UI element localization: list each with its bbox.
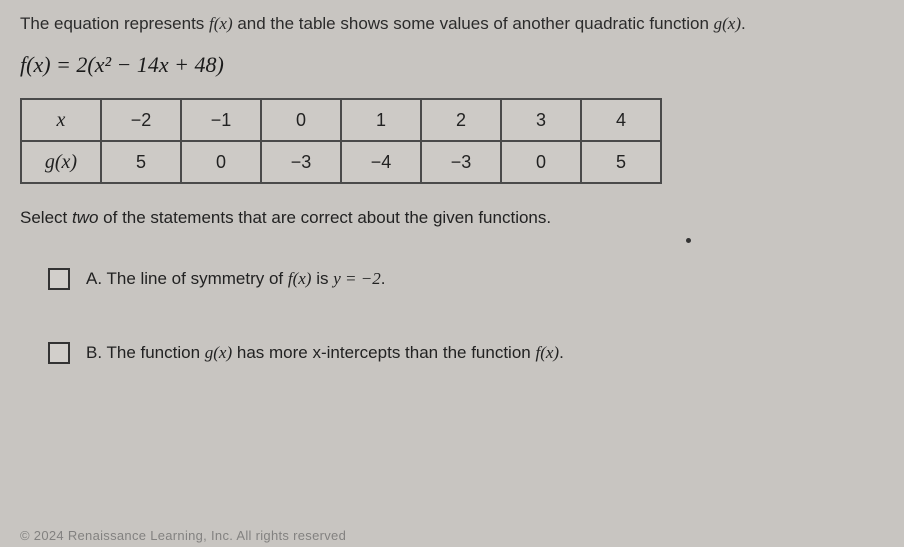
checkbox-a[interactable] (48, 268, 70, 290)
question-container: The equation represents f(x) and the tab… (0, 0, 904, 364)
intro-fx: f(x) (209, 14, 233, 33)
opt-b-p2: has more x-intercepts than the function (232, 343, 535, 362)
opt-a-eq: y = −2 (333, 269, 381, 288)
table-cell: 0 (261, 99, 341, 141)
table-cell: 0 (501, 141, 581, 183)
instr-ital: two (72, 208, 98, 227)
instr-part1: Select (20, 208, 72, 227)
table-cell: 0 (181, 141, 261, 183)
table-cell: 4 (581, 99, 661, 141)
row-label-gx: g(x) (21, 141, 101, 183)
table-row: g(x) 5 0 −3 −4 −3 0 5 (21, 141, 661, 183)
table-cell: −2 (101, 99, 181, 141)
table-cell: −1 (181, 99, 261, 141)
opt-b-fx: f(x) (535, 343, 559, 362)
table-cell: 5 (101, 141, 181, 183)
table-cell: 2 (421, 99, 501, 141)
copyright-footer: © 2024 Renaissance Learning, Inc. All ri… (20, 528, 346, 543)
dot-mark (686, 238, 691, 243)
opt-a-fx: f(x) (288, 269, 312, 288)
equation: f(x) = 2(x² − 14x + 48) (20, 52, 884, 78)
checkbox-b[interactable] (48, 342, 70, 364)
intro-gx: g(x) (714, 14, 741, 33)
table-cell: 5 (581, 141, 661, 183)
opt-b-letter: B. (86, 343, 102, 362)
opt-a-p3: . (381, 269, 386, 288)
table-row: x −2 −1 0 1 2 3 4 (21, 99, 661, 141)
option-a-text: A. The line of symmetry of f(x) is y = −… (86, 269, 385, 289)
table-cell: 1 (341, 99, 421, 141)
opt-b-p1: The function (102, 343, 205, 362)
table-cell: −4 (341, 141, 421, 183)
table-cell: 3 (501, 99, 581, 141)
option-b-text: B. The function g(x) has more x-intercep… (86, 343, 564, 363)
table-cell: −3 (421, 141, 501, 183)
opt-a-p1: The line of symmetry of (102, 269, 288, 288)
opt-b-p3: . (559, 343, 564, 362)
option-b-row[interactable]: B. The function g(x) has more x-intercep… (20, 342, 884, 364)
opt-a-p2: is (311, 269, 333, 288)
intro-part1: The equation represents (20, 14, 209, 33)
intro-text: The equation represents f(x) and the tab… (20, 14, 884, 34)
instruction-text: Select two of the statements that are co… (20, 208, 884, 228)
intro-part2: and the table shows some values of anoth… (233, 14, 714, 33)
intro-part3: . (741, 14, 746, 33)
values-table: x −2 −1 0 1 2 3 4 g(x) 5 0 −3 −4 −3 0 5 (20, 98, 662, 184)
opt-a-letter: A. (86, 269, 102, 288)
option-a-row[interactable]: A. The line of symmetry of f(x) is y = −… (20, 268, 884, 290)
table-cell: −3 (261, 141, 341, 183)
instr-part2: of the statements that are correct about… (98, 208, 551, 227)
row-label-x: x (21, 99, 101, 141)
opt-b-gx: g(x) (205, 343, 232, 362)
